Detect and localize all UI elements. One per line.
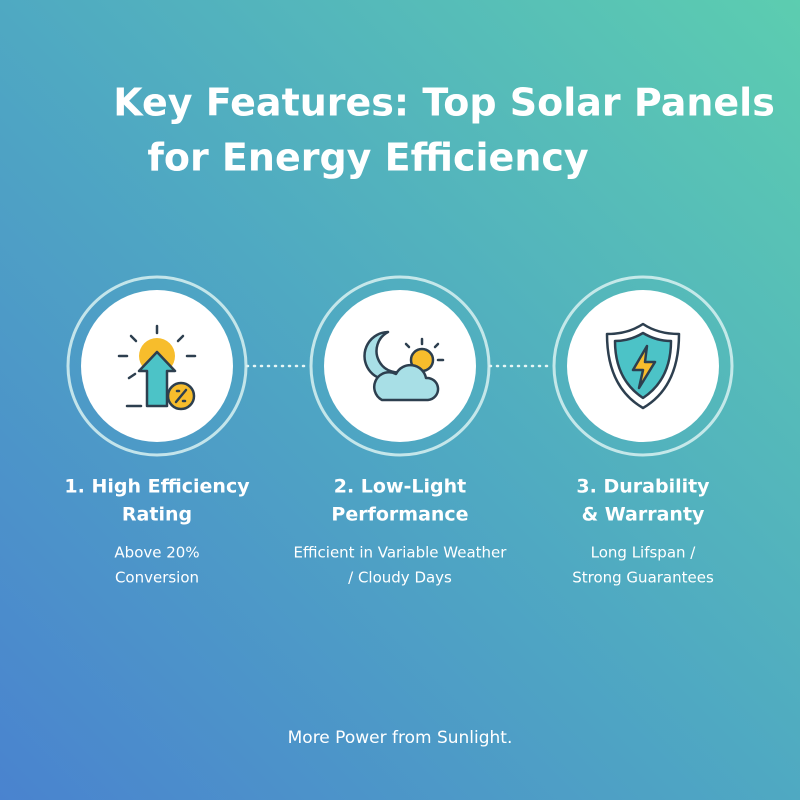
feature-title: 3. Durability xyxy=(576,476,710,498)
icon-badge xyxy=(309,275,491,457)
feature-description: Long Lifspan / xyxy=(591,544,697,562)
feature-description: Strong Guarantees xyxy=(572,569,714,587)
feature-title: Rating xyxy=(122,504,192,526)
efficiency-icon xyxy=(117,324,197,411)
title-line: for Energy Efficiency xyxy=(147,136,589,180)
shield-icon xyxy=(605,322,681,410)
ring xyxy=(66,275,248,457)
feature-title: Performance xyxy=(331,504,468,526)
icon-circles xyxy=(66,275,734,457)
feature-title: 2. Low-Light xyxy=(334,476,466,498)
feature-description: Efficient in Variable Weather xyxy=(294,544,508,562)
feature-description: / Cloudy Days xyxy=(348,569,452,587)
icon-badge xyxy=(552,275,734,457)
feature-description: Above 20% xyxy=(114,544,199,562)
ring xyxy=(309,275,491,457)
weather-icon xyxy=(363,330,445,402)
footer-tagline: More Power from Sunlight. xyxy=(288,728,513,748)
feature-description: Conversion xyxy=(115,569,199,587)
feature-title: 1. High Efficiency xyxy=(64,476,250,498)
title-line: Key Features: Top Solar Panels xyxy=(113,81,775,125)
badge xyxy=(324,290,476,442)
feature-title: & Warranty xyxy=(582,504,705,526)
icon-badge xyxy=(66,275,248,457)
feature-texts: 1. High Efficiency Rating Above 20% Convers… xyxy=(64,476,714,587)
ring xyxy=(552,275,734,457)
